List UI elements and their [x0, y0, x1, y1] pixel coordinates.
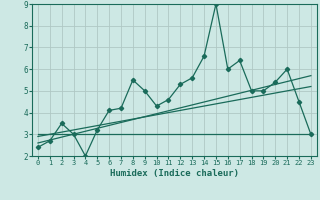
X-axis label: Humidex (Indice chaleur): Humidex (Indice chaleur) [110, 169, 239, 178]
